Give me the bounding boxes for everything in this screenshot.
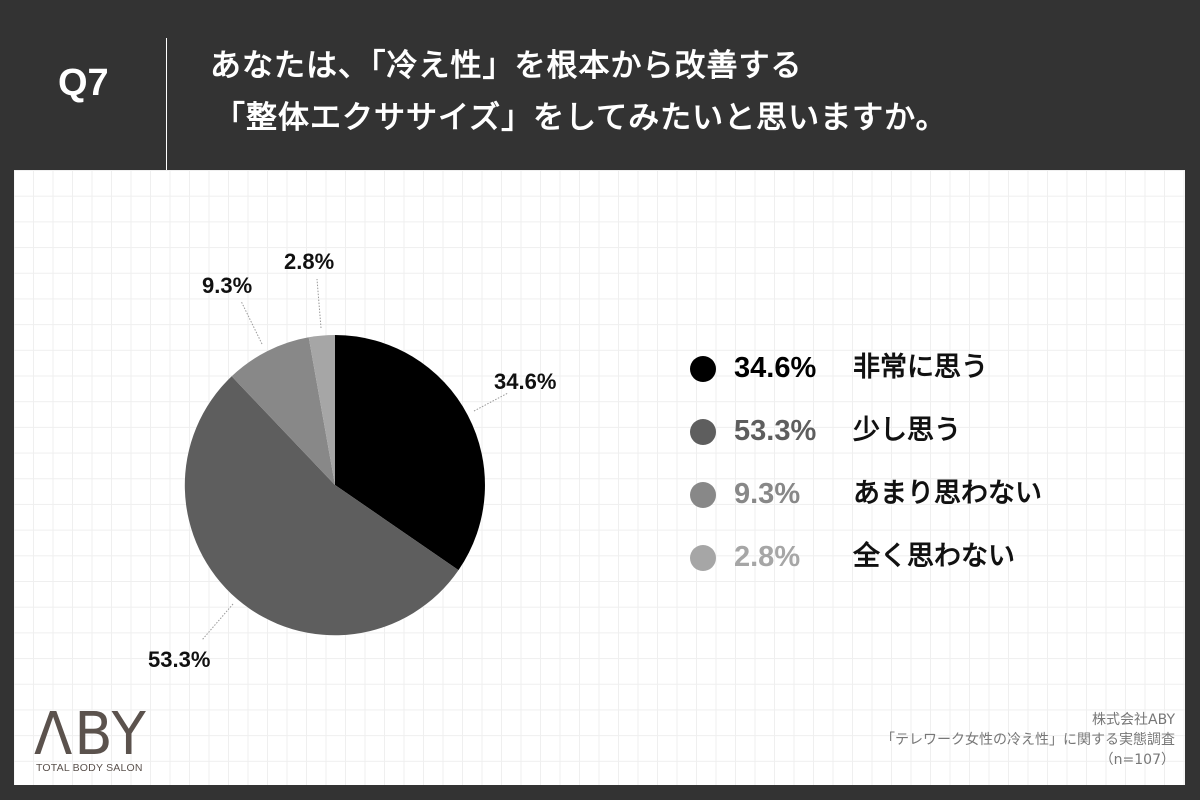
- source-survey: 「テレワーク女性の冷え性」に関する実態調査: [881, 732, 1175, 748]
- legend-dot-icon: [690, 545, 716, 571]
- pie-slice-somewhat: [184, 376, 459, 636]
- legend-percent: 2.8%: [734, 541, 801, 573]
- header-divider: [166, 38, 167, 170]
- pie-label-very-much: 34.6%: [494, 369, 557, 394]
- pie-label-not-at-all: 2.8%: [284, 249, 335, 274]
- pie-slice-very-much: [335, 335, 485, 571]
- question-number: Q7: [58, 62, 109, 104]
- legend-percent: 34.6%: [734, 352, 817, 384]
- legend-label: あまり思わない: [853, 478, 1042, 509]
- aby-logo: ΛBY TOTAL BODY SALON: [34, 700, 148, 774]
- source-company: 株式会社ABY: [1092, 712, 1175, 728]
- logo-subtitle: TOTAL BODY SALON: [36, 762, 143, 774]
- legend-dot-icon: [690, 482, 716, 508]
- title-line-1: あなたは、「冷え性」を根本から改善する: [210, 48, 803, 84]
- legend-label: 全く思わない: [853, 541, 1015, 572]
- legend-percent: 9.3%: [734, 478, 801, 510]
- header: Q7 あなたは、「冷え性」を根本から改善する 「整体エクササイズ」をしてみたいと…: [0, 0, 1200, 170]
- source-sample-size: （n=107）: [1099, 752, 1175, 768]
- legend-dot-icon: [690, 419, 716, 445]
- pie-label-not-much: 9.3%: [202, 273, 253, 298]
- legend-dot-icon: [690, 356, 716, 382]
- logo-mark: ΛBY: [34, 700, 148, 769]
- pie-slice-not-much: [231, 337, 335, 485]
- pie-label-somewhat: 53.3%: [148, 647, 211, 672]
- leader-lines: [201, 278, 509, 641]
- legend-label: 少し思う: [853, 415, 961, 446]
- title-line-2: 「整体エクササイズ」をしてみたいと思いますか。: [214, 100, 948, 136]
- legend-label: 非常に思う: [853, 352, 988, 383]
- pie-slice-not-at-all: [308, 334, 335, 485]
- legend-percent: 53.3%: [734, 415, 817, 447]
- question-title: あなたは、「冷え性」を根本から改善する 「整体エクササイズ」をしてみたいと思いま…: [210, 40, 948, 144]
- source-note: 株式会社ABY 「テレワーク女性の冷え性」に関する実態調査 （n=107）: [881, 710, 1175, 770]
